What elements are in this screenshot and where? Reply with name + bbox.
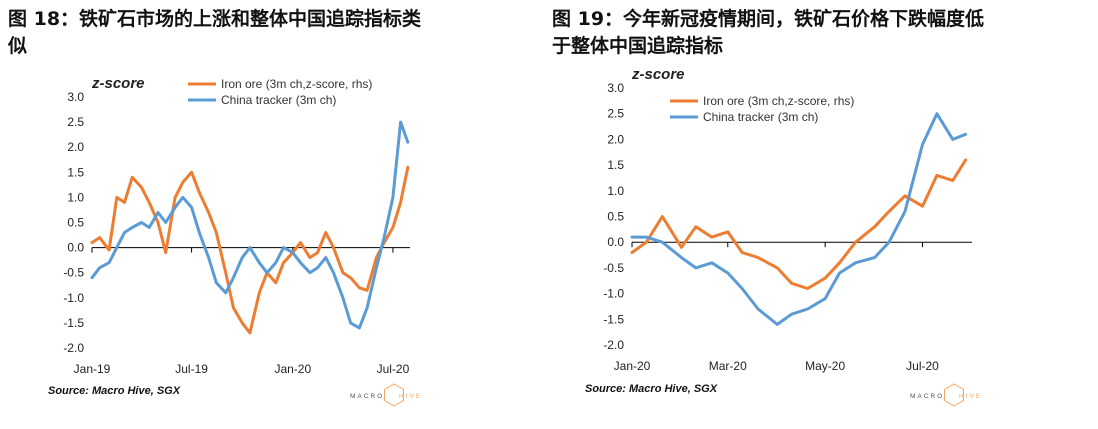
- logo-text-suffix: HIVE: [959, 393, 982, 400]
- left-source-note: Source: Macro Hive, SGX: [48, 385, 181, 397]
- logo-text-prefix: MACRO: [910, 393, 944, 400]
- logo-text-prefix: MACRO: [350, 393, 384, 400]
- left-y-tick-label: 0.0: [67, 241, 84, 255]
- right-x-tick-label: May-20: [805, 359, 845, 373]
- left-macrohive-logo: MACRO HIVE: [350, 383, 422, 407]
- left-chart-title-line2: 似: [8, 35, 28, 57]
- left-x-tick-label: Jan-19: [74, 362, 111, 376]
- right-x-tick-label: Jul-20: [906, 359, 939, 373]
- left-legend-label-china: China tracker (3m ch): [221, 93, 336, 107]
- right-chart-title-line2: 于整体中国追踪指标: [552, 35, 724, 57]
- left-y-tick-label: -1.5: [63, 316, 84, 330]
- right-legend-label-china: China tracker (3m ch): [703, 110, 818, 124]
- right-series-line-iron: [630, 158, 968, 290]
- right-y-tick-label: -0.5: [603, 261, 624, 275]
- left-chart-title-line1: 图 18：铁矿石市场的上涨和整体中国追踪指标类: [8, 8, 422, 30]
- hexagon-icon: [944, 383, 964, 407]
- right-y-tick-label: -1.5: [603, 312, 624, 326]
- left-y-tick-label: 3.0: [67, 90, 84, 104]
- left-y-tick-label: 2.5: [67, 115, 84, 129]
- left-legend-label-iron: Iron ore (3m ch,z-score, rhs): [221, 77, 372, 91]
- right-y-tick-label: 3.0: [607, 81, 624, 95]
- right-y-tick-label: 0.0: [607, 235, 624, 249]
- right-macrohive-logo: MACRO HIVE: [910, 383, 982, 407]
- right-chart-panel: 图 19：今年新冠疫情期间，铁矿石价格下跌幅度低 于整体中国追踪指标 z-sco…: [552, 0, 1098, 429]
- right-y-tick-label: 1.5: [607, 158, 624, 172]
- right-legend-label-iron: Iron ore (3m ch,z-score, rhs): [703, 94, 854, 108]
- left-x-tick-label: Jul-20: [377, 362, 410, 376]
- left-y-tick-label: 0.5: [67, 216, 84, 230]
- right-source-note: Source: Macro Hive, SGX: [585, 383, 718, 395]
- left-y-axis-label: z-score: [91, 75, 145, 92]
- left-x-tick-label: Jan-20: [274, 362, 311, 376]
- right-y-tick-label: -1.0: [603, 287, 624, 301]
- left-x-tick-label: Jul-19: [175, 362, 208, 376]
- left-series-line-china: [90, 120, 410, 330]
- hexagon-icon: [384, 383, 404, 407]
- logo-text-suffix: HIVE: [399, 393, 422, 400]
- left-y-tick-label: 2.0: [67, 140, 84, 154]
- left-series-line-iron: [90, 165, 410, 335]
- right-x-tick-label: Jan-20: [614, 359, 651, 373]
- left-y-tick-label: -2.0: [63, 341, 84, 355]
- right-chart-title-line1: 图 19：今年新冠疫情期间，铁矿石价格下跌幅度低: [552, 8, 985, 30]
- right-y-tick-label: 2.5: [607, 107, 624, 121]
- left-y-tick-label: -1.0: [63, 291, 84, 305]
- right-y-axis-label: z-score: [631, 66, 685, 83]
- right-y-tick-label: 0.5: [607, 210, 624, 224]
- left-y-tick-label: -0.5: [63, 266, 84, 280]
- left-chart: z-score 3.0 2.5 2.0 1.5 1.0 0.5 0.0 -0.5 -1.0 -1.5…: [48, 75, 422, 407]
- right-y-tick-label: -2.0: [603, 338, 624, 352]
- left-y-tick-label: 1.5: [67, 165, 84, 179]
- right-x-tick-label: Mar-20: [709, 359, 747, 373]
- left-chart-panel: 图 18：铁矿石市场的上涨和整体中国追踪指标类 似 z-score 3.0 2.5 2…: [0, 0, 540, 429]
- right-y-tick-label: 2.0: [607, 132, 624, 146]
- right-chart: z-score 3.0 2.5 2.0 1.5 1.0 0.5 0.0 -0.5 -1.0 -1.5…: [585, 66, 982, 407]
- left-y-tick-label: 1.0: [67, 190, 84, 204]
- left-chart-title: 图 18：铁矿石市场的上涨和整体中国追踪指标类 似: [8, 6, 421, 60]
- right-series-line-china: [630, 112, 968, 326]
- right-y-tick-label: 1.0: [607, 184, 624, 198]
- right-chart-title: 图 19：今年新冠疫情期间，铁矿石价格下跌幅度低 于整体中国追踪指标: [552, 6, 984, 60]
